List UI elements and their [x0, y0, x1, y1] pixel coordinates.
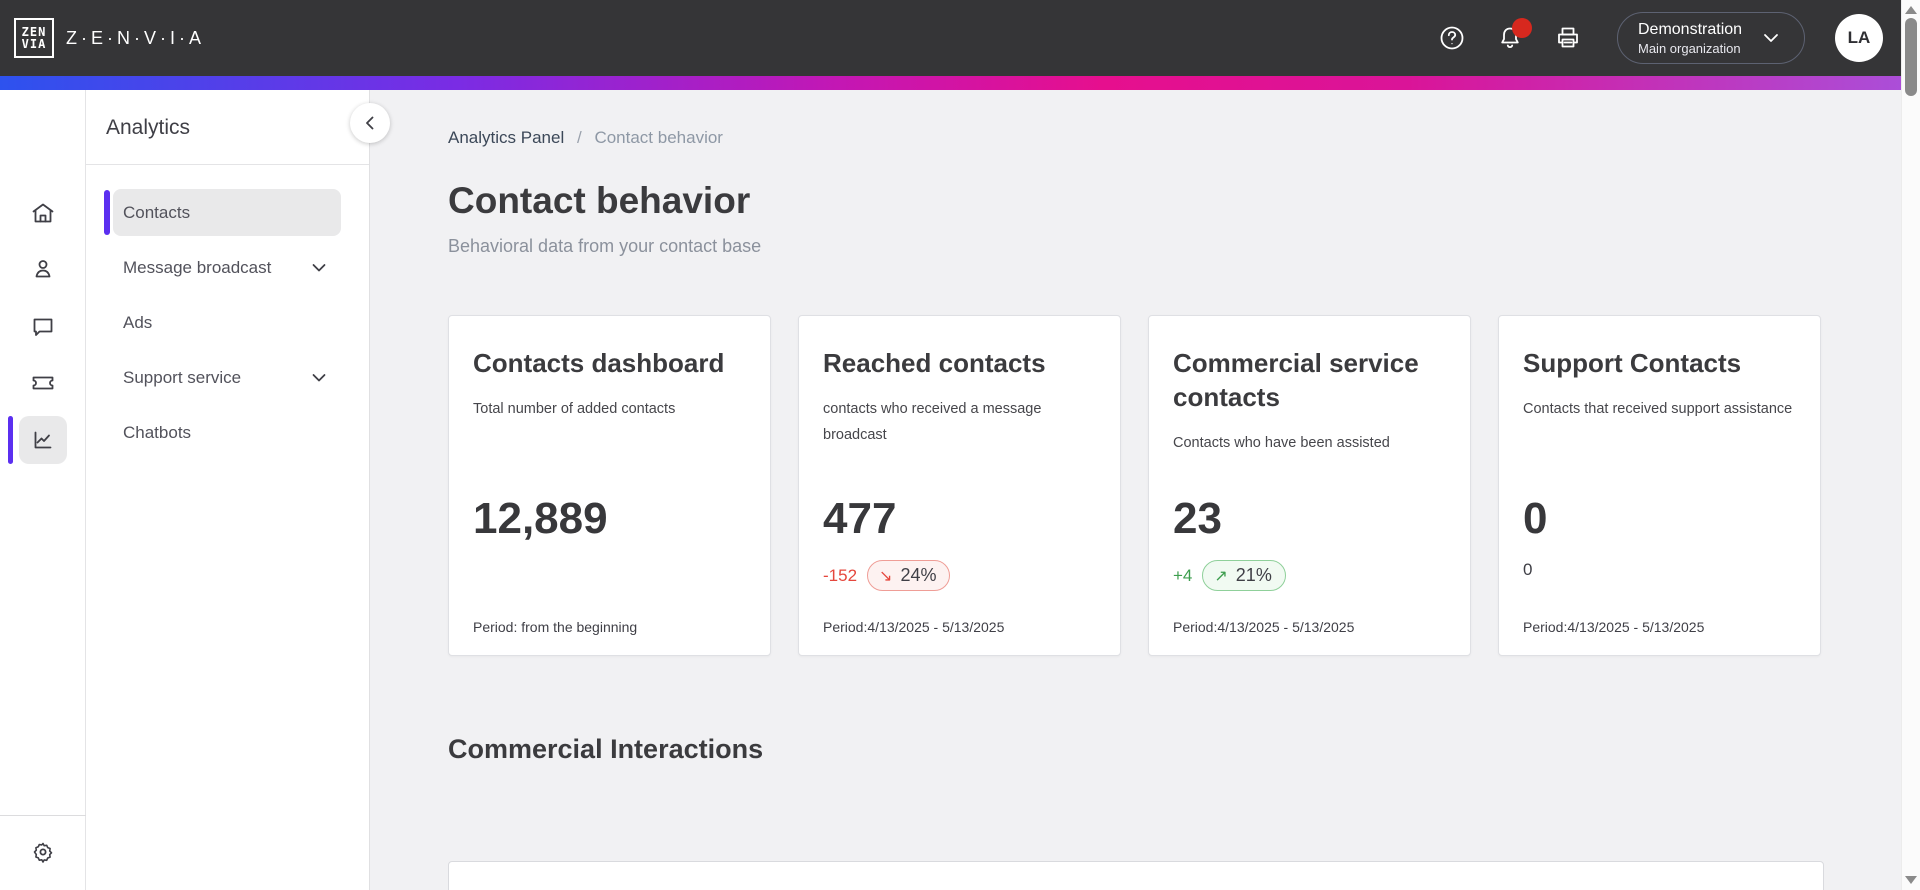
card-trend-row: -152 ↘ 24% — [823, 560, 951, 591]
card-trend-row: 0 — [1523, 560, 1532, 580]
rail-divider — [0, 815, 86, 816]
chevron-left-icon — [366, 116, 374, 130]
organization-selector[interactable]: Demonstration Main organization — [1617, 12, 1805, 64]
delta-value: 0 — [1523, 560, 1533, 579]
card-value: 23 — [1173, 494, 1222, 543]
sidebar-divider — [86, 164, 369, 165]
nav-conversations-icon[interactable] — [19, 303, 67, 351]
brand-gradient-strip — [0, 76, 1901, 90]
card-commercial-service-contacts: Commercial service contacts Contacts who… — [1148, 315, 1471, 656]
sidebar-item-label: Chatbots — [123, 422, 192, 442]
sidebar-item-contacts[interactable]: Contacts — [104, 189, 341, 236]
sidebar-item-chatbots[interactable]: Chatbots — [113, 409, 341, 456]
card-title: Support Contacts — [1523, 348, 1742, 378]
card-description: Contacts who have been assisted — [1173, 435, 1390, 451]
sidebar-collapse-button[interactable] — [350, 103, 390, 143]
settings-gear-icon[interactable] — [19, 828, 67, 876]
printer-icon[interactable] — [1555, 25, 1581, 51]
page-title: Contact behavior — [448, 180, 751, 221]
section-title-commercial-interactions: Commercial Interactions — [448, 734, 764, 764]
card-value: 12,889 — [473, 494, 608, 543]
sidebar-item-label: Support service — [123, 367, 242, 387]
organization-name: Demonstration — [1638, 20, 1743, 38]
help-icon[interactable] — [1439, 25, 1465, 51]
notification-badge — [1512, 18, 1532, 38]
sidebar-item-ads[interactable]: Ads — [113, 299, 341, 346]
brand-wordmark: Z·E·N·V·I·A — [66, 27, 205, 48]
logo-row-bottom: VIA — [21, 37, 47, 51]
breadcrumb-separator: / — [576, 128, 582, 147]
sidebar-item-label: Contacts — [123, 202, 191, 222]
delta-value: -152 — [823, 565, 858, 585]
trend-percent: 24% — [900, 565, 937, 585]
page-subtitle: Behavioral data from your contact base — [448, 236, 762, 256]
card-title: Reached contacts — [823, 348, 1046, 378]
trend-badge: ↗ 21% — [1202, 560, 1286, 591]
topbar-actions: Demonstration Main organization LA — [1407, 12, 1883, 64]
vertical-scrollbar[interactable] — [1901, 0, 1920, 890]
card-reached-contacts: Reached contacts contacts who received a… — [798, 315, 1121, 656]
nav-analytics-icon[interactable] — [19, 416, 67, 464]
commercial-interactions-card-partial — [448, 861, 1824, 890]
trend-badge: ↘ 24% — [867, 560, 951, 591]
card-period: Period: from the beginning — [473, 619, 638, 635]
nav-contacts-icon[interactable] — [19, 245, 67, 293]
card-period: Period:4/13/2025 - 5/13/2025 — [1523, 619, 1705, 635]
card-contacts-dashboard: Contacts dashboard Total number of added… — [448, 315, 771, 656]
top-bar: ZEN VIA Z·E·N·V·I·A — [0, 0, 1901, 76]
card-value: 0 — [1523, 494, 1548, 543]
sidebar-menu: Contacts Message broadcast Ads Support s… — [86, 165, 369, 456]
icon-rail — [0, 90, 86, 890]
breadcrumb-analytics-panel[interactable]: Analytics Panel — [448, 128, 565, 147]
trend-up-icon: ↗ — [1214, 567, 1228, 585]
breadcrumb-current: Contact behavior — [594, 128, 723, 147]
zenvia-logo-icon[interactable]: ZEN VIA — [14, 18, 54, 58]
user-avatar[interactable]: LA — [1835, 14, 1883, 62]
main-content: Analytics Panel / Contact behavior Conta… — [371, 90, 1901, 890]
chevron-down-icon — [312, 373, 326, 381]
kpi-cards-row: Contacts dashboard Total number of added… — [448, 315, 1901, 656]
trend-down-icon: ↘ — [879, 567, 893, 585]
nav-home-icon[interactable] — [19, 190, 67, 238]
sidebar-item-label: Message broadcast — [123, 257, 272, 277]
delta-value: +4 — [1173, 565, 1193, 585]
card-trend-row: +4 ↗ 21% — [1173, 560, 1286, 591]
card-description: Contacts that received support assistanc… — [1523, 401, 1793, 417]
sidebar-title: Analytics — [106, 116, 191, 139]
organization-subtitle: Main organization — [1638, 40, 1741, 56]
scrollbar-down-arrow[interactable] — [1905, 876, 1917, 884]
card-period: Period:4/13/2025 - 5/13/2025 — [823, 619, 1005, 635]
sidebar-item-message-broadcast[interactable]: Message broadcast — [113, 244, 341, 291]
chevron-down-icon — [1764, 34, 1778, 42]
card-description: contacts who received a message broadcas… — [823, 401, 1042, 443]
card-period: Period:4/13/2025 - 5/13/2025 — [1173, 619, 1355, 635]
analytics-sidebar: Analytics Contacts Message broadcast Ads… — [86, 90, 370, 890]
card-support-contacts: Support Contacts Contacts that received … — [1498, 315, 1821, 656]
active-rail-indicator — [8, 416, 13, 464]
card-title: Commercial service contacts — [1173, 348, 1419, 412]
notifications-bell-icon[interactable] — [1497, 18, 1532, 51]
organization-labels: Demonstration Main organization — [1638, 20, 1742, 57]
sidebar-item-label: Ads — [123, 312, 153, 332]
scrollbar-thumb[interactable] — [1905, 18, 1917, 96]
trend-percent: 21% — [1235, 565, 1272, 585]
card-title: Contacts dashboard — [473, 348, 725, 378]
card-description: Total number of added contacts — [473, 401, 676, 417]
scrollbar-up-arrow[interactable] — [1905, 6, 1917, 14]
chevron-down-icon — [312, 263, 326, 271]
card-value: 477 — [823, 494, 897, 543]
sidebar-item-support-service[interactable]: Support service — [113, 354, 341, 401]
nav-tickets-icon[interactable] — [19, 358, 67, 406]
breadcrumb: Analytics Panel / Contact behavior — [448, 128, 1901, 148]
logo-row-top: ZEN — [21, 25, 47, 39]
